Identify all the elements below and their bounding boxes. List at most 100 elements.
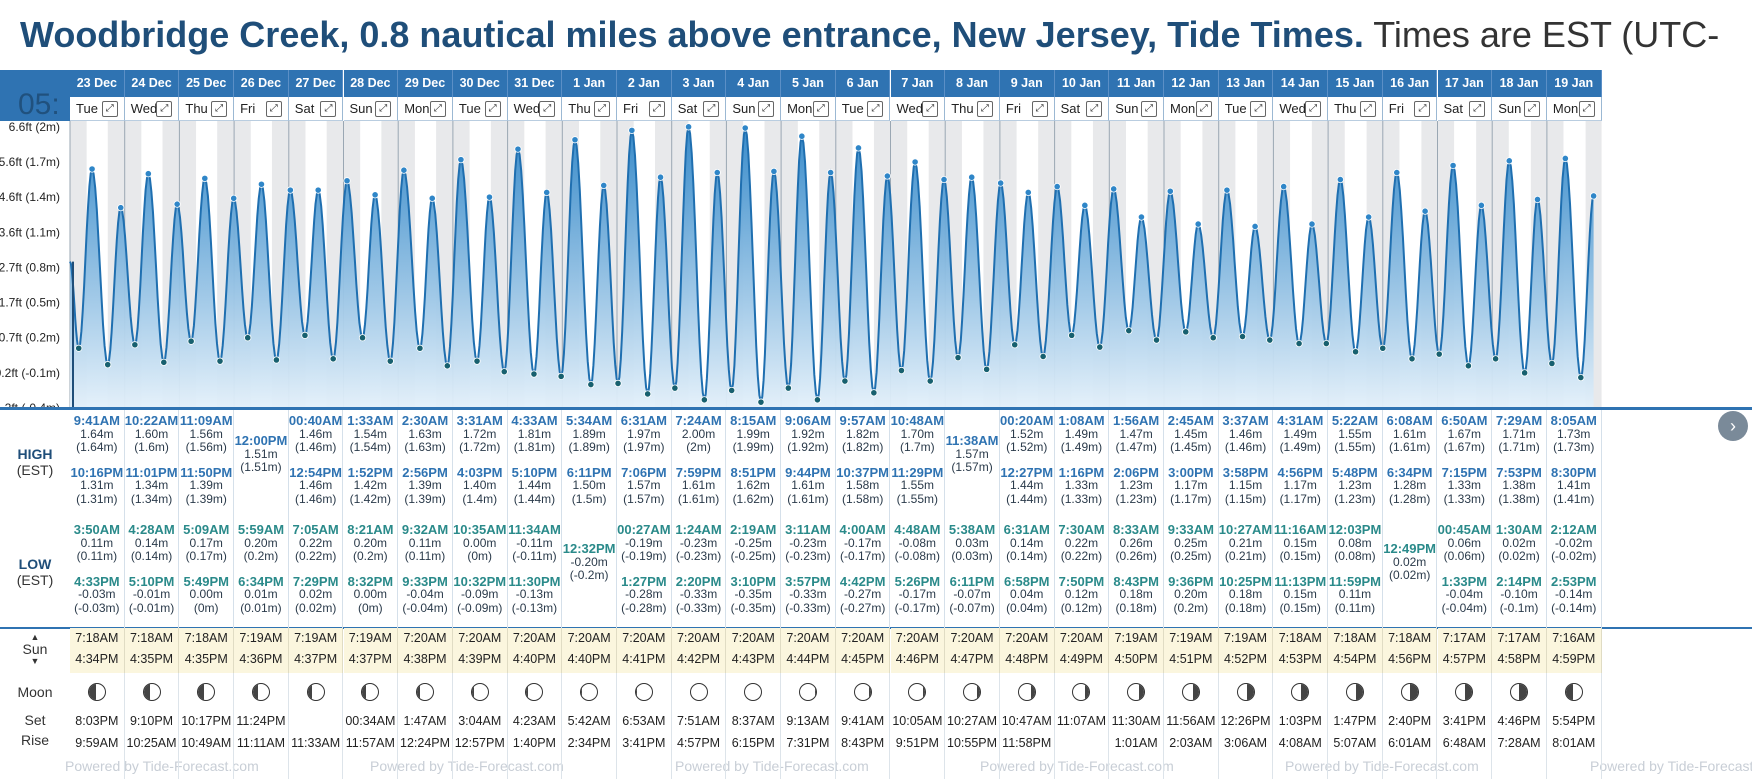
moon-phase-icon: [853, 683, 872, 701]
low-tides-cell: 10:35AM 0.00m (0m) 10:32PM -0.09m (-0.09m): [453, 518, 508, 628]
low-tide-height: -0.13m: [515, 587, 554, 601]
high-tide-entry: 11:38AM 1.57m (1.57m): [945, 434, 999, 475]
tide-extreme-point: [897, 366, 906, 375]
high-tide-height-alt: (1.64m): [76, 440, 118, 454]
expand-day-button[interactable]: ⤢: [484, 101, 501, 117]
expand-day-button[interactable]: ⤢: [375, 101, 392, 117]
expand-day-button[interactable]: ⤢: [539, 101, 556, 117]
sun-times-cell: 7:20AM 4:46PM: [890, 628, 946, 673]
expand-day-button[interactable]: ⤢: [101, 101, 118, 117]
expand-day-button[interactable]: ⤢: [156, 101, 173, 117]
moon-phase-icon: [1181, 683, 1200, 701]
high-tides-cell: 3:37AM 1.46m (1.46m) 3:58PM 1.15m (1.15m): [1218, 410, 1274, 518]
day-of-week-cell: Thu ⤢: [1328, 97, 1383, 121]
low-tide-height: 0.20m: [244, 535, 278, 550]
high-tide-height-alt: (1.39m): [404, 491, 446, 506]
expand-day-button[interactable]: ⤢: [429, 101, 446, 117]
high-tide-height-alt: (1.42m): [349, 491, 392, 506]
low-tide-time: 7:50PM: [1058, 573, 1105, 589]
expand-day-button[interactable]: ⤢: [648, 101, 665, 117]
expand-day-button[interactable]: ⤢: [1469, 101, 1486, 117]
low-tide-entry: 6:58PM 0.04m (0.04m): [1000, 574, 1054, 616]
tide-extreme-point: [1238, 332, 1247, 341]
expand-day-button[interactable]: ⤢: [703, 101, 720, 117]
high-tide-time: 11:38AM: [945, 433, 999, 448]
tide-extreme-point: [201, 174, 209, 183]
high-tide-entry: 10:37PM 1.58m (1.58m): [836, 465, 890, 507]
tide-extreme-point: [600, 181, 608, 190]
moonrise-time: 8:01AM: [1552, 736, 1596, 750]
expand-day-button[interactable]: ⤢: [265, 101, 282, 117]
moon-cell: 1:47AM 12:24PM: [398, 673, 453, 779]
high-tides-cell: 8:05AM 1.73m (1.73m) 8:30PM 1.41m (1.41m): [1546, 410, 1602, 518]
sunset-time: 4:37PM: [294, 652, 338, 666]
tide-extreme-point: [530, 370, 538, 378]
high-tide-height: 1.49m: [1283, 426, 1317, 441]
y-axis-label: 0.7ft (0.2m): [0, 331, 60, 345]
high-tide-entry: 9:57AM 1.82m (1.82m): [836, 414, 890, 455]
high-tide-height: 1.49m: [1064, 426, 1099, 441]
moon-shadow-icon: [143, 684, 150, 700]
moon-cell: 11:07AM: [1055, 673, 1110, 779]
expand-day-button[interactable]: ⤢: [1578, 101, 1595, 117]
high-tide-entry: 7:06PM 1.57m (1.57m): [617, 465, 671, 507]
expand-day-button[interactable]: ⤢: [1195, 101, 1212, 117]
low-tide-height-alt: (0.03m): [951, 549, 993, 563]
date-header: 11 Jan: [1109, 70, 1164, 97]
low-tide-height-alt: (0.22m): [1060, 549, 1103, 563]
high-tide-time: 3:00PM: [1168, 464, 1214, 480]
footer-watermark: Powered by Tide-Forecast.com: [675, 758, 869, 774]
high-tides-cell: 9:57AM 1.82m (1.82m) 10:37PM 1.58m (1.58m): [835, 410, 891, 518]
expand-day-button[interactable]: ⤢: [812, 101, 829, 117]
moonset-time: 9:10PM: [129, 714, 174, 728]
tide-extreme-point: [1137, 213, 1146, 221]
expand-day-button[interactable]: ⤢: [1250, 101, 1267, 117]
expand-day-button[interactable]: ⤢: [922, 101, 939, 117]
expand-day-button[interactable]: ⤢: [867, 101, 884, 117]
high-tide-time: 3:31AM: [456, 413, 503, 428]
expand-day-button[interactable]: ⤢: [593, 101, 610, 117]
low-tide-height-alt: (-0.01m): [128, 600, 175, 615]
expand-day-button[interactable]: ⤢: [1414, 101, 1431, 117]
moon-shadow-icon: [1084, 684, 1090, 700]
tide-extreme-point: [160, 358, 168, 366]
moon-shadow-icon: [1519, 684, 1528, 700]
expand-day-button[interactable]: ⤢: [1140, 101, 1157, 117]
high-tide-height-alt: (1.49m): [1279, 440, 1321, 454]
day-of-week-cell: Sat ⤢: [1054, 97, 1110, 121]
expand-day-button[interactable]: ⤢: [211, 101, 228, 117]
low-tide-entry: 9:33PM -0.04m (-0.04m): [398, 574, 452, 616]
expand-day-button[interactable]: ⤢: [1086, 101, 1103, 117]
low-tide-time: 4:42PM: [839, 573, 886, 589]
high-tide-time: 7:29AM: [1495, 413, 1543, 428]
high-tide-height-alt: (1.57m): [951, 460, 993, 474]
moonrise-time: 9:59AM: [75, 736, 119, 750]
expand-day-button[interactable]: ⤢: [1031, 101, 1048, 117]
moon-phase-icon: [1455, 683, 1474, 701]
low-tides-cell: 12:32PM -0.20m (-0.2m): [562, 518, 617, 628]
expand-day-button[interactable]: ⤢: [976, 101, 993, 117]
high-tide-height: 1.46m: [1228, 426, 1263, 441]
expand-day-button[interactable]: ⤢: [1523, 101, 1540, 117]
low-tide-entry: 3:50AM 0.11m (0.11m): [70, 523, 124, 564]
next-days-button[interactable]: ›: [1718, 411, 1748, 441]
tide-extreme-point: [187, 337, 195, 345]
tide-extreme-point: [1182, 328, 1190, 336]
expand-day-button[interactable]: ⤢: [1359, 101, 1376, 117]
low-tide-height-alt: (-0.25m): [730, 549, 776, 563]
expand-day-button[interactable]: ⤢: [1305, 101, 1322, 117]
low-tide-height-alt: (0.01m): [240, 600, 282, 615]
day-name: Fri: [240, 101, 256, 116]
moon-label: Moon: [17, 684, 53, 700]
low-tide-height: -0.17m: [843, 535, 882, 550]
day-name: Tue: [76, 101, 98, 116]
low-tide-height: -0.04m: [406, 587, 444, 601]
expand-day-button[interactable]: ⤢: [320, 101, 337, 117]
tide-extreme-point: [117, 204, 125, 212]
high-tide-time: 4:03PM: [456, 464, 503, 480]
expand-day-button[interactable]: ⤢: [758, 101, 775, 117]
date-header: 2 Jan: [617, 70, 672, 97]
low-tide-time: 3:50AM: [73, 522, 120, 537]
low-tide-height-alt: (0.11m): [404, 549, 446, 563]
high-tide-time: 8:05AM: [1550, 413, 1597, 428]
